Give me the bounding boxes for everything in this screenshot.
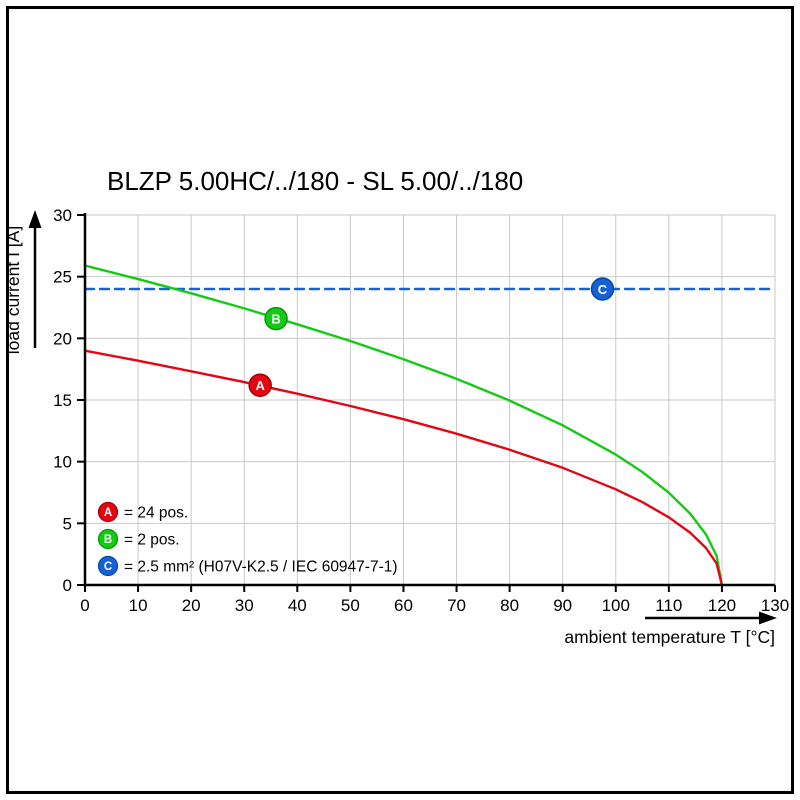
marker-letter-A: A: [255, 378, 265, 393]
x-tick-label: 130: [761, 596, 789, 615]
x-tick-label: 70: [447, 596, 466, 615]
legend-label-B: = 2 pos.: [124, 532, 180, 549]
x-tick-label: 100: [602, 596, 630, 615]
legend-label-C: = 2.5 mm² (H07V-K2.5 / IEC 60947-7-1): [124, 559, 398, 576]
x-tick-label: 50: [341, 596, 360, 615]
legend-letter-C: C: [104, 561, 112, 573]
x-tick-label: 20: [182, 596, 201, 615]
y-axis-arrow-head: [28, 210, 42, 228]
x-axis-arrow-head: [759, 611, 777, 625]
legend-swatch-A: [97, 501, 119, 523]
legend-letter-A: A: [104, 507, 112, 519]
marker-B: [264, 306, 288, 331]
x-tick-label: 80: [500, 596, 519, 615]
marker-letter-C: C: [598, 282, 608, 297]
y-axis-arrow-icon: [28, 210, 42, 348]
x-tick-label: 10: [129, 596, 148, 615]
chart-title: BLZP 5.00HC/../180 - SL 5.00/../180: [107, 166, 523, 196]
x-axis-label: ambient temperature T [°C]: [564, 627, 775, 647]
plot-layer: 0 10 20 30 40 50 60 70 80 90 100 110 120 130 0 5 10 15 20 2…: [53, 206, 789, 615]
curve-B: [83, 264, 724, 587]
x-tick-label: 0: [80, 596, 89, 615]
legend-swatch-C: [97, 555, 119, 577]
legend-letter-B: B: [104, 534, 112, 546]
y-tick-label: 10: [53, 453, 72, 472]
marker-C: [590, 277, 615, 301]
x-tick-label: 30: [235, 596, 254, 615]
x-tick-label: 40: [288, 596, 307, 615]
legend-swatch-B: [97, 528, 119, 550]
y-tick-label: 5: [63, 514, 72, 533]
y-tick-label: 30: [53, 206, 72, 225]
marker-A: [248, 373, 272, 397]
x-tick-label: 90: [553, 596, 572, 615]
x-axis-arrow-icon: [645, 611, 777, 625]
curve-A: [83, 349, 724, 587]
x-tick-label: 120: [708, 596, 736, 615]
y-tick-label: 15: [53, 391, 72, 410]
y-tick-label: 20: [53, 329, 72, 348]
y-tick-label: 25: [53, 268, 72, 287]
y-tick-label: 0: [63, 576, 72, 595]
legend-label-A: = 24 pos.: [124, 505, 188, 522]
marker-letter-B: B: [271, 311, 280, 326]
x-tick-label: 110: [655, 596, 682, 615]
x-tick-label: 60: [394, 596, 413, 615]
y-axis-label: load current I [A]: [3, 226, 23, 354]
